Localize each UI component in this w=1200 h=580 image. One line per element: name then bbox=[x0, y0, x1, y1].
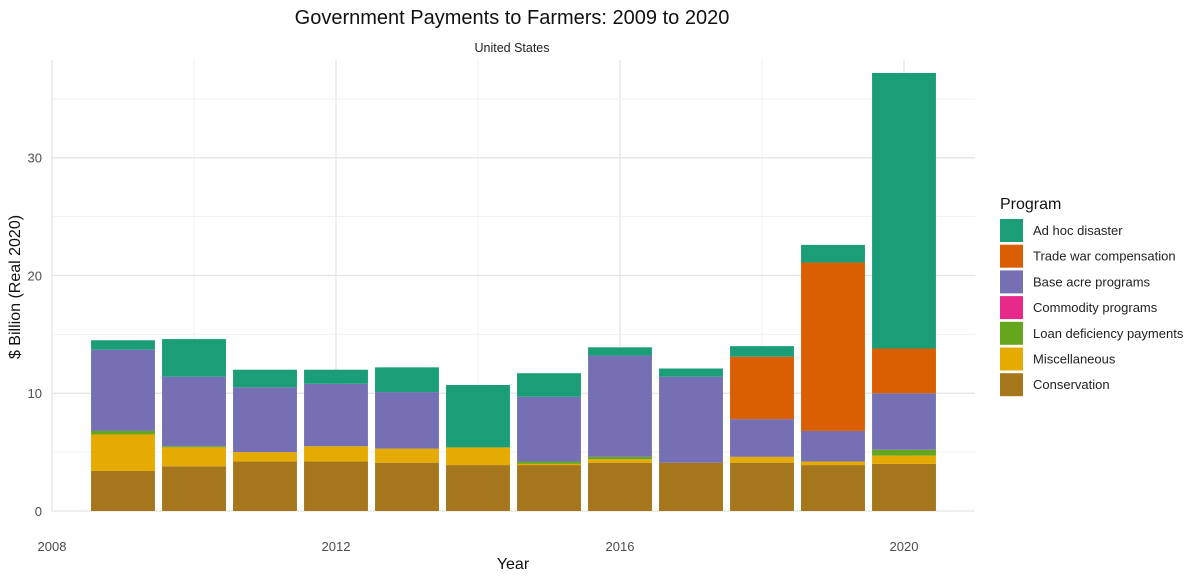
x-tick-label: 2012 bbox=[322, 539, 351, 554]
x-axis-label: Year bbox=[497, 556, 530, 573]
bar-segment bbox=[517, 373, 581, 397]
bar-segment bbox=[801, 244, 865, 263]
bar-segment bbox=[375, 448, 439, 463]
bar-segment bbox=[588, 459, 652, 463]
bar-segment bbox=[588, 456, 652, 460]
bar-segment bbox=[730, 462, 794, 511]
bar-segment bbox=[91, 430, 155, 435]
bar-segment bbox=[872, 463, 936, 511]
bar-segment bbox=[659, 368, 723, 377]
legend: Program Ad hoc disaster Trade war compensa… bbox=[1000, 196, 1184, 397]
bar-segment bbox=[872, 449, 936, 456]
bar-segment bbox=[304, 461, 368, 511]
legend-item-label: Conservation bbox=[1033, 377, 1110, 392]
y-tick-label: 30 bbox=[28, 151, 42, 166]
legend-item-label: Commodity programs bbox=[1033, 300, 1158, 315]
bar-segment bbox=[162, 446, 226, 448]
chart-subtitle: United States bbox=[474, 41, 549, 55]
bars bbox=[91, 72, 936, 511]
x-axis: 2008 2012 2016 2020 bbox=[38, 539, 919, 554]
bar-segment bbox=[517, 463, 581, 466]
bar-segment bbox=[517, 396, 581, 462]
bar-segment bbox=[91, 434, 155, 471]
bar-segment bbox=[375, 462, 439, 511]
legend-swatch bbox=[1000, 296, 1023, 320]
legend-item-label: Miscellaneous bbox=[1033, 352, 1116, 367]
legend-swatch bbox=[1000, 347, 1023, 371]
legend-item-label: Base acre programs bbox=[1033, 274, 1151, 289]
y-axis-label: $ Billion (Real 2020) bbox=[7, 215, 24, 359]
bar-segment bbox=[872, 455, 936, 464]
bar-segment bbox=[588, 355, 652, 457]
bar-segment bbox=[730, 456, 794, 463]
bar-segment bbox=[304, 369, 368, 384]
bar-segment bbox=[517, 465, 581, 511]
bar-segment bbox=[801, 461, 865, 466]
bar-segment bbox=[162, 376, 226, 447]
bar-segment bbox=[233, 369, 297, 388]
bar-segment bbox=[233, 461, 297, 511]
bar-segment bbox=[801, 430, 865, 462]
legend-swatch bbox=[1000, 321, 1023, 345]
chart-title: Government Payments to Farmers: 2009 to … bbox=[295, 7, 730, 29]
bar-segment bbox=[233, 452, 297, 462]
bar-segment bbox=[659, 376, 723, 463]
bar-segment bbox=[375, 367, 439, 393]
bar-segment bbox=[304, 383, 368, 447]
bar-segment bbox=[659, 462, 723, 511]
bar-segment bbox=[446, 465, 510, 511]
legend-item-label: Loan deficiency payments bbox=[1033, 326, 1184, 341]
y-tick-label: 10 bbox=[28, 386, 42, 401]
y-axis: 0 10 20 30 bbox=[28, 151, 42, 519]
legend-swatch bbox=[1000, 373, 1023, 397]
legend-swatch bbox=[1000, 219, 1023, 242]
bar-segment bbox=[91, 470, 155, 511]
bar-segment bbox=[872, 72, 936, 349]
y-tick-label: 20 bbox=[28, 268, 42, 283]
bar-segment bbox=[446, 385, 510, 448]
bar-segment bbox=[730, 346, 794, 357]
x-tick-label: 2016 bbox=[606, 539, 635, 554]
bar-segment bbox=[91, 349, 155, 431]
x-tick-label: 2008 bbox=[38, 539, 67, 554]
legend-item-label: Trade war compensation bbox=[1033, 249, 1176, 264]
bar-segment bbox=[872, 348, 936, 394]
bar-segment bbox=[162, 339, 226, 377]
bar-segment bbox=[730, 356, 794, 420]
bar-segment bbox=[588, 462, 652, 511]
x-tick-label: 2020 bbox=[890, 539, 919, 554]
bar-segment bbox=[304, 446, 368, 462]
legend-title: Program bbox=[1000, 196, 1061, 213]
y-tick-label: 0 bbox=[35, 504, 42, 519]
bar-segment bbox=[872, 393, 936, 450]
bar-segment bbox=[588, 347, 652, 356]
bar-segment bbox=[233, 387, 297, 453]
bar-segment bbox=[375, 392, 439, 449]
bar-segment bbox=[91, 340, 155, 350]
bar-segment bbox=[801, 465, 865, 511]
bar-segment bbox=[730, 419, 794, 457]
bar-segment bbox=[801, 262, 865, 431]
legend-swatch bbox=[1000, 270, 1023, 294]
bar-segment bbox=[162, 466, 226, 511]
bar-segment bbox=[162, 447, 226, 467]
legend-item-label: Ad hoc disaster bbox=[1033, 223, 1123, 238]
legend-swatch bbox=[1000, 244, 1023, 268]
bar-segment bbox=[517, 461, 581, 464]
bar-segment bbox=[446, 447, 510, 466]
